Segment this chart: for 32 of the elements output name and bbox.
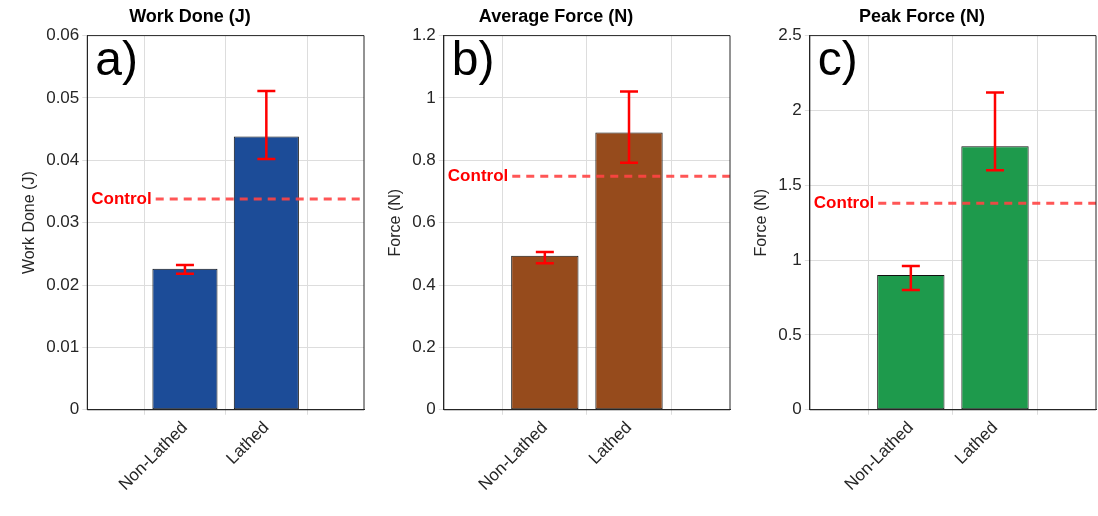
y-tick-label: 0.2 xyxy=(412,337,436,357)
y-tick-label: 0.03 xyxy=(46,212,80,232)
y-tick-label: 0.02 xyxy=(46,274,80,294)
chart-title: Average Force (N) xyxy=(478,5,634,26)
y-tick-label: 2.5 xyxy=(778,25,802,45)
ref-line-label: Control xyxy=(447,165,509,185)
y-tick-label: 0.5 xyxy=(778,324,802,344)
chart-title: Peak Force (N) xyxy=(858,5,986,26)
y-tick-label: 0.04 xyxy=(46,150,80,170)
annotation: a) xyxy=(95,31,138,85)
y-axis-title: Force (N) xyxy=(386,188,404,257)
y-tick-label: 0 xyxy=(792,399,802,419)
annotation: b) xyxy=(451,31,495,85)
y-tick-label: 0.06 xyxy=(46,25,80,45)
y-axis-title: Force (N) xyxy=(752,188,770,257)
ref-line-label: Control xyxy=(91,188,152,208)
y-tick-label: 1 xyxy=(426,87,436,107)
y-tick-label: 0.01 xyxy=(46,337,80,357)
chart-title: Work Done (J) xyxy=(129,5,251,26)
y-tick-label: 0.6 xyxy=(412,212,436,232)
y-tick-label: 2 xyxy=(792,100,802,120)
y-tick-label: 0 xyxy=(69,399,80,419)
y-tick-label: 1 xyxy=(792,249,802,269)
annotation: c) xyxy=(817,31,858,85)
y-tick-label: 1.5 xyxy=(778,174,802,194)
y-tick-label: 0.05 xyxy=(46,87,80,107)
y-tick-label: 1.2 xyxy=(412,25,436,45)
y-tick-label: 0 xyxy=(426,399,436,419)
y-tick-label: 0.4 xyxy=(412,274,436,294)
y-axis-title: Work Done (J) xyxy=(20,171,38,275)
y-tick-label: 0.8 xyxy=(412,150,436,170)
ref-line-label: Control xyxy=(813,192,875,212)
